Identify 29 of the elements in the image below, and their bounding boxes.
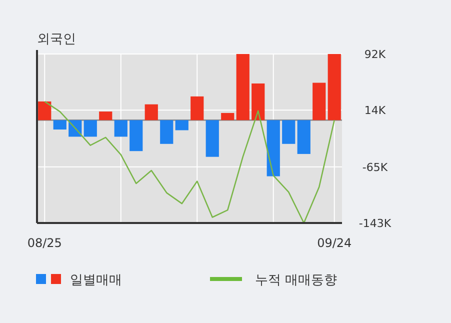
- legend-label: 일별매매: [70, 273, 122, 288]
- x-tick-label: 08/25: [27, 236, 62, 250]
- bar: [175, 120, 188, 130]
- bar: [266, 120, 280, 176]
- y-tick-label: -143K: [358, 217, 392, 230]
- bar: [84, 120, 97, 137]
- y-tick-label: 92K: [364, 48, 386, 61]
- y-tick-label: -65K: [362, 160, 388, 174]
- bar: [130, 120, 143, 152]
- bar: [38, 101, 52, 120]
- bar: [221, 112, 234, 120]
- bar: [312, 82, 326, 120]
- bar: [297, 120, 310, 154]
- legend-label: 누적 매매동향: [255, 273, 338, 288]
- bar: [160, 120, 174, 144]
- y-tick-label: 14K: [364, 104, 386, 118]
- line-series: [44, 100, 336, 224]
- bar: [282, 120, 296, 144]
- bar: [114, 120, 128, 137]
- bar: [236, 54, 250, 120]
- bar: [190, 96, 204, 120]
- bar: [328, 54, 341, 120]
- bar: [144, 104, 158, 120]
- bar: [99, 112, 112, 120]
- bar: [206, 120, 219, 157]
- chart-title: 외국인: [37, 32, 76, 47]
- x-tick-label: 09/24: [317, 236, 352, 250]
- bar: [53, 120, 66, 130]
- bar: [252, 83, 265, 120]
